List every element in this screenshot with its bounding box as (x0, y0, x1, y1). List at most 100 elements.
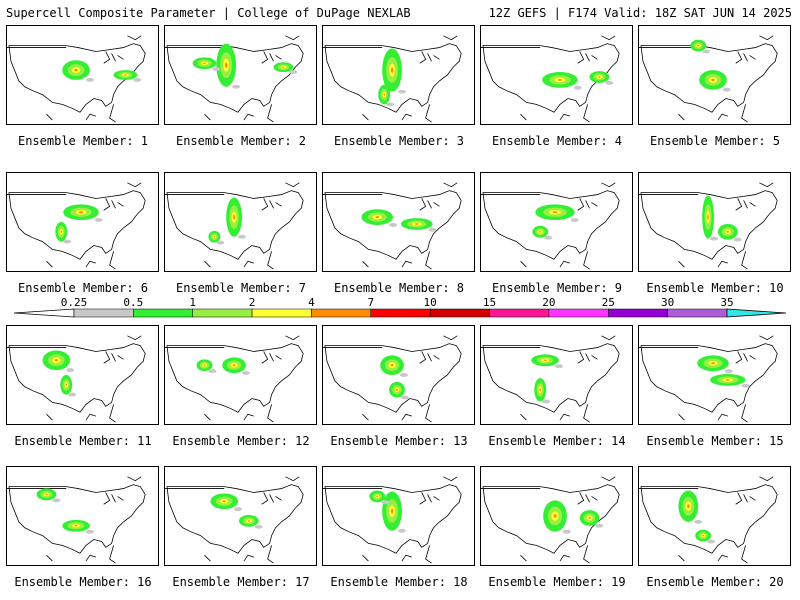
map-boundary (591, 355, 598, 360)
ensemble-member-label: Ensemble Member: 5 (649, 134, 781, 148)
map-boundary (275, 496, 282, 501)
map-boundary (520, 413, 527, 421)
scp-contour-max (247, 520, 251, 522)
scp-contour-max (203, 62, 206, 64)
ensemble-member-map (322, 466, 475, 566)
scp-contour-fringe (208, 369, 217, 374)
legend-swatch (548, 308, 609, 318)
scp-contour-fringe (68, 392, 77, 397)
ensemble-member-label: Ensemble Member: 14 (488, 434, 626, 448)
scp-contour-fringe (710, 236, 718, 241)
map-boundary (243, 113, 254, 121)
map-boundary (111, 53, 116, 62)
map-boundary (46, 554, 53, 562)
ensemble-member-label: Ensemble Member: 12 (172, 434, 310, 448)
map-boundary (103, 51, 111, 64)
scp-contour-max (282, 66, 285, 68)
map-boundary (741, 545, 748, 564)
scp-contour-max (588, 517, 591, 519)
legend-tick-label: 2 (248, 296, 256, 309)
map-boundary (678, 113, 685, 121)
scp-contour-max (54, 359, 59, 362)
ensemble-member-label: Ensemble Member: 17 (172, 575, 310, 589)
map-boundary (401, 113, 412, 121)
scp-contour-fringe (570, 218, 579, 222)
scp-contour-fringe (398, 89, 406, 94)
scp-contour-fringe (400, 395, 409, 400)
scp-contour-fringe (63, 239, 72, 244)
map-boundary (433, 55, 440, 60)
map-boundary (443, 182, 458, 188)
map-boundary (717, 113, 728, 121)
ensemble-member-map (322, 25, 475, 125)
map-boundary (735, 351, 743, 364)
map-boundary (362, 113, 369, 121)
scp-contour-max (74, 68, 78, 72)
legend-swatch (73, 308, 134, 318)
map-boundary (109, 545, 116, 564)
legend-tick-label: 7 (367, 296, 375, 309)
map-boundary (425, 404, 432, 423)
legend-swatch (133, 308, 193, 318)
scp-contour-fringe (232, 84, 241, 89)
scp-contour-max (233, 214, 236, 220)
map-boundary (678, 413, 685, 421)
map-boundary (85, 260, 96, 268)
map-boundary (261, 51, 269, 64)
scp-contour-max (45, 493, 48, 496)
ensemble-member-map (638, 25, 791, 125)
map-boundary (741, 104, 748, 123)
map-boundary (275, 55, 282, 60)
map-boundary (585, 494, 590, 503)
scp-contour-max (726, 230, 730, 233)
map-boundary (275, 355, 282, 360)
scp-contour-max (222, 500, 226, 503)
map-boundary (717, 260, 728, 268)
ensemble-member-label: Ensemble Member: 9 (491, 281, 623, 295)
scp-contour-max (375, 216, 380, 219)
ensemble-member-map (638, 466, 791, 566)
map-boundary (111, 200, 116, 209)
map-boundary (559, 554, 570, 562)
ensemble-member-map (6, 172, 159, 272)
scp-contour-fringe (386, 102, 395, 107)
scp-contour-max (598, 76, 601, 78)
map-boundary (749, 55, 756, 60)
map-boundary (261, 492, 269, 505)
map-boundary (425, 545, 432, 564)
scp-contour-fringe (85, 529, 94, 534)
map-boundary (204, 413, 211, 421)
scp-contour-max (396, 388, 398, 391)
map-boundary (427, 200, 432, 209)
us-outline (482, 190, 620, 260)
scp-contour-fringe (562, 529, 571, 534)
map-boundary (204, 260, 211, 268)
map-boundary (585, 353, 590, 362)
ensemble-member-map (6, 25, 159, 125)
map-boundary (269, 494, 274, 503)
map-boundary (85, 554, 96, 562)
map-boundary (520, 554, 527, 562)
legend-left-arrow (13, 308, 75, 318)
ensemble-member-map (322, 325, 475, 425)
scp-contour-max (376, 495, 379, 498)
map-boundary (103, 351, 111, 364)
map-boundary (559, 113, 570, 121)
map-boundary (601, 335, 616, 341)
scp-contour-max (711, 78, 715, 82)
map-boundary (601, 476, 616, 482)
us-outline (640, 484, 778, 554)
map-boundary (427, 494, 432, 503)
ensemble-member-map (164, 466, 317, 566)
map-boundary (285, 35, 300, 41)
map-boundary (759, 476, 774, 482)
map-boundary (678, 260, 685, 268)
map-boundary (577, 492, 585, 505)
scp-contour-max (60, 230, 62, 233)
map-boundary (85, 113, 96, 121)
scp-contour-fringe (542, 399, 551, 404)
map-boundary (46, 260, 53, 268)
map-boundary (427, 53, 432, 62)
scp-contour-max (543, 359, 547, 362)
scp-contour-max (697, 44, 700, 47)
